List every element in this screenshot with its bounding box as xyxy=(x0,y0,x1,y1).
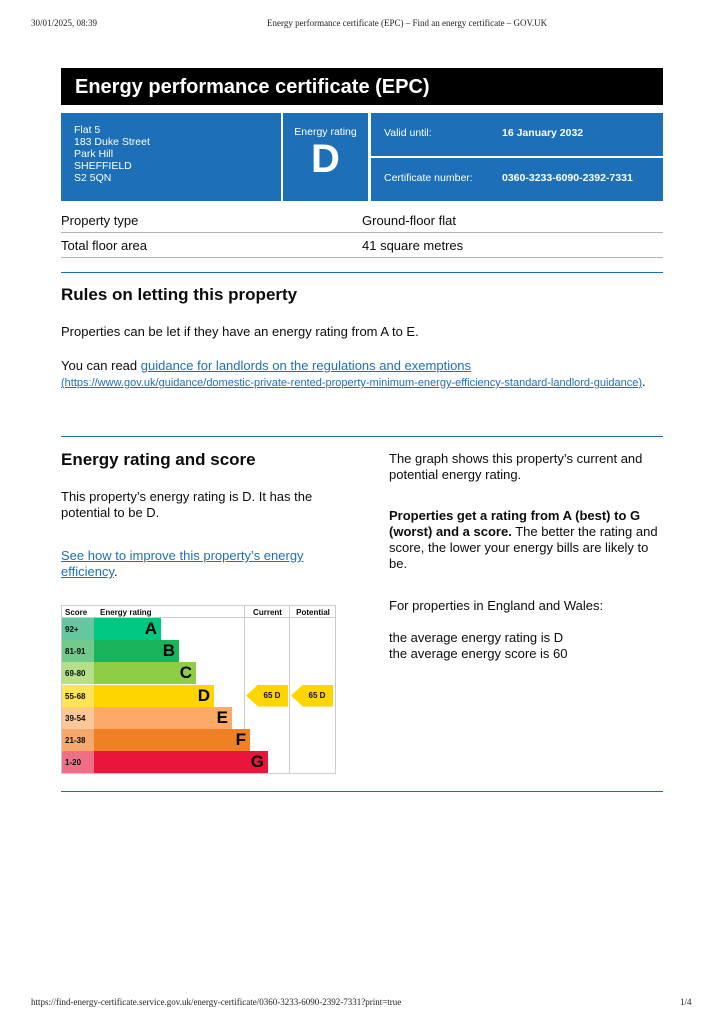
current-rating-arrow: 65 D xyxy=(246,684,288,707)
score-band-A: 92+ xyxy=(62,618,94,640)
certificate-number-label: Certificate number: xyxy=(384,172,473,184)
header-score: Score xyxy=(62,606,94,618)
print-page-number: 1/4 xyxy=(680,997,692,1007)
rating-bar-D: D xyxy=(94,684,214,707)
divider xyxy=(289,606,290,773)
average-rating: the average energy rating is D xyxy=(389,630,564,645)
address-line: 183 Duke Street xyxy=(74,136,150,148)
improve-paragraph: See how to improve this property’s energ… xyxy=(61,548,341,580)
rules-guidance: You can read guidance for landlords on t… xyxy=(61,358,661,391)
score-band-B: 81-91 xyxy=(62,640,94,663)
rules-text: Properties can be let if they have an en… xyxy=(61,324,419,339)
row-value: 41 square metres xyxy=(362,238,464,253)
score-band-E: 39-54 xyxy=(62,706,94,729)
guidance-url-link[interactable]: (https://www.gov.uk/guidance/domestic-pr… xyxy=(61,377,643,389)
text: The better the rating and score, the low… xyxy=(389,524,658,571)
certificate-number-value: 0360-3233-6090-2392-7331 xyxy=(502,172,633,184)
average-score: the average energy score is 60 xyxy=(389,646,568,661)
row-key: Property type xyxy=(61,213,139,228)
bold-text: Properties get a rating from A (best) to… xyxy=(389,508,641,539)
print-page-title: Energy performance certificate (EPC) – F… xyxy=(267,18,548,28)
rating-bar-B: B xyxy=(94,640,179,663)
rating-bar-E: E xyxy=(94,706,232,729)
divider xyxy=(244,606,245,773)
divider xyxy=(61,791,663,792)
rating-bar-F: F xyxy=(94,729,250,751)
page-title: Energy performance certificate (EPC) xyxy=(61,68,663,105)
energy-rating-value: D xyxy=(311,137,340,181)
score-band-C: 69-80 xyxy=(62,662,94,685)
improve-link[interactable]: See how to improve this property’s energ… xyxy=(61,548,304,579)
graph-description: The graph shows this property’s current … xyxy=(389,451,643,482)
score-heading: Energy rating and score xyxy=(61,450,256,469)
score-band-F: 21-38 xyxy=(62,729,94,751)
rating-bar-G: G xyxy=(94,751,268,774)
energy-rating-chart: Score Energy rating Current Potential 92… xyxy=(61,605,336,774)
rating-explanation: Properties get a rating from A (best) to… xyxy=(389,508,664,572)
text: . xyxy=(642,374,646,389)
print-datetime: 30/01/2025, 08:39 xyxy=(31,18,98,28)
row-value: Ground-floor flat xyxy=(362,213,456,228)
print-url: https://find-energy-certificate.service.… xyxy=(31,997,402,1007)
address-block: Flat 5 183 Duke Street Park Hill SHEFFIE… xyxy=(61,113,281,201)
rating-bar-A: A xyxy=(94,618,161,640)
score-band-D: 55-68 xyxy=(62,684,94,707)
rules-heading: Rules on letting this property xyxy=(61,285,298,304)
valid-until: Valid until: 16 January 2032 xyxy=(371,113,663,156)
score-band-G: 1-20 xyxy=(62,751,94,774)
certificate-number: Certificate number: 0360-3233-6090-2392-7… xyxy=(371,158,663,201)
rating-bar-C: C xyxy=(94,662,196,685)
guidance-link[interactable]: guidance for landlords on the regulation… xyxy=(140,358,472,373)
valid-until-value: 16 January 2032 xyxy=(502,127,584,139)
address-line: Park Hill xyxy=(74,148,114,160)
energy-rating-box: Energy rating D xyxy=(283,113,368,201)
header-energy-rating: Energy rating xyxy=(94,606,245,618)
valid-until-label: Valid until: xyxy=(384,127,432,139)
energy-rating-label: Energy rating xyxy=(294,126,357,138)
row-key: Total floor area xyxy=(61,238,147,253)
address-line: SHEFFIELD xyxy=(74,160,132,172)
text: . xyxy=(114,564,118,579)
floor-area-row: Total floor area 41 square metres xyxy=(61,233,663,258)
header-current: Current xyxy=(245,606,290,618)
divider xyxy=(61,272,663,273)
address-line: Flat 5 xyxy=(74,124,101,136)
divider xyxy=(61,436,663,437)
text: You can read xyxy=(61,358,141,373)
header-potential: Potential xyxy=(290,606,336,618)
address-line: S2 5QN xyxy=(74,172,112,184)
region-text: For properties in England and Wales: xyxy=(389,598,604,613)
score-text: This property’s energy rating is D. It h… xyxy=(61,489,313,520)
property-type-row: Property type Ground-floor flat xyxy=(61,208,663,233)
potential-rating-arrow: 65 D xyxy=(291,684,333,707)
